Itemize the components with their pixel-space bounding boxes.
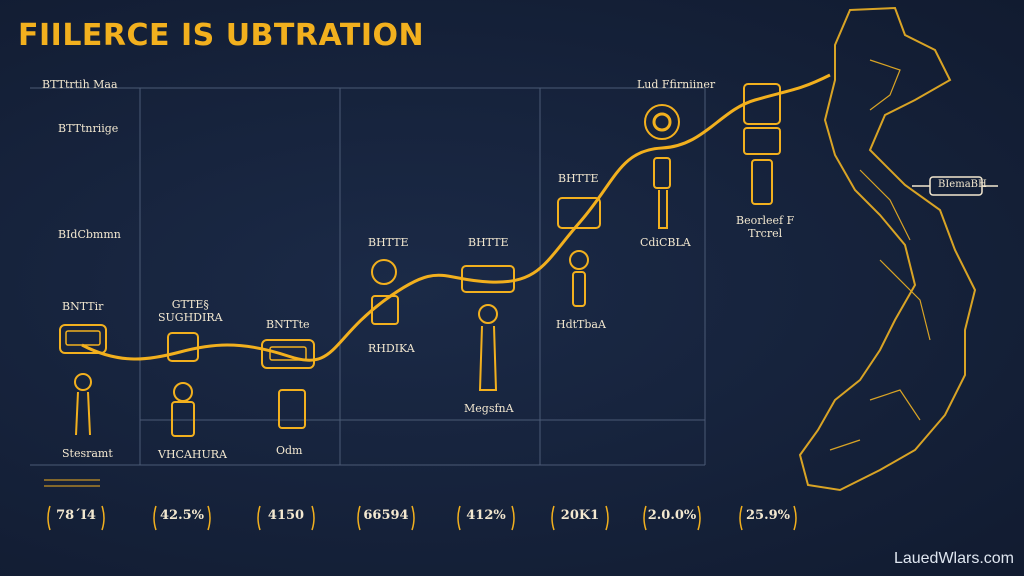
node-4 — [371, 259, 399, 325]
value-bracket — [457, 505, 515, 531]
value-label: 25.9% — [745, 508, 790, 523]
value-bracket — [153, 505, 211, 531]
node-bottom-label: Stesramt — [62, 447, 113, 460]
map-callout — [912, 176, 998, 196]
value-bracket — [643, 505, 701, 531]
header-left-label: BTTtrtih Maa — [42, 78, 118, 91]
node-top-label: BNTTir — [62, 300, 104, 313]
row-label: BTTtnriige — [58, 122, 119, 135]
node-bottom-label: HdtTbaA — [556, 318, 606, 331]
value-label: 2.0.0% — [647, 508, 697, 523]
value-label: 4150 — [267, 508, 305, 523]
value-bracket — [257, 505, 315, 531]
value-label: 66594 — [363, 508, 409, 523]
node-bottom-label: CdiCBLA — [640, 236, 691, 249]
row-label: BIdCbmmn — [58, 228, 121, 241]
node-top-label: BNTTte — [266, 318, 310, 331]
infographic-title: FIILERCE IS UBTRATION — [18, 18, 425, 53]
node-top-label: BHTTE — [368, 236, 409, 249]
value-label: 42.5% — [159, 508, 204, 523]
node-bottom-label: Beorleef F Trcrel — [736, 214, 795, 240]
map-callout-label: BIemaBH — [938, 179, 987, 190]
value-brackets — [47, 505, 797, 531]
node-bottom-label: Odm — [276, 444, 303, 457]
value-label: 412% — [466, 508, 506, 523]
node-bottom-label: VHCAHURA — [158, 448, 227, 461]
node-6 — [557, 197, 601, 307]
map-outline — [798, 6, 977, 492]
node-top-label: BHTTE — [558, 172, 599, 185]
node-1 — [59, 324, 107, 436]
value-label: 20K1 — [560, 508, 600, 523]
node-2 — [167, 332, 199, 437]
node-top-label: BHTTE — [468, 236, 509, 249]
value-bracket — [357, 505, 415, 531]
node-7 — [644, 104, 680, 229]
trend-curve — [81, 73, 831, 362]
value-bracket — [551, 505, 609, 531]
node-top-label: GTTE§ SUGHDIRA — [158, 298, 223, 324]
node-8 — [743, 83, 781, 205]
node-5 — [461, 265, 515, 391]
node-bottom-label: MegsfnA — [464, 402, 514, 415]
value-bracket — [739, 505, 797, 531]
value-bracket — [47, 505, 105, 531]
watermark: LauedWlars.com — [893, 550, 1014, 567]
header-right-label: Lud Ffirniiner — [637, 78, 716, 91]
node-bottom-label: RHDIKA — [368, 342, 415, 355]
grid-lines — [30, 87, 706, 487]
node-3 — [261, 339, 315, 429]
value-label: 78´I4 — [56, 508, 96, 523]
